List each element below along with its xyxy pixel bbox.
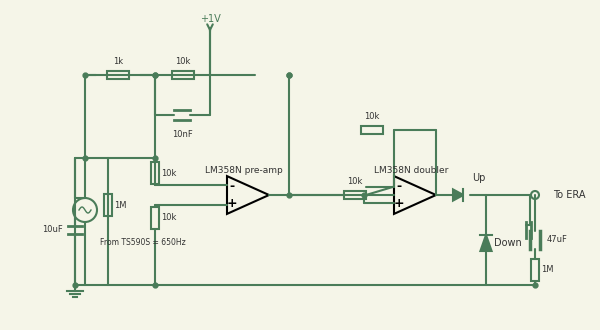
Text: 10k: 10k bbox=[161, 169, 176, 178]
Text: 10k: 10k bbox=[175, 57, 191, 66]
Text: LM358N pre-amp: LM358N pre-amp bbox=[205, 166, 283, 175]
Text: Up: Up bbox=[472, 173, 485, 183]
Text: +: + bbox=[227, 197, 238, 210]
Text: Down: Down bbox=[494, 238, 522, 248]
Bar bbox=[151, 207, 159, 229]
Bar bbox=[344, 191, 366, 199]
Bar bbox=[107, 71, 129, 79]
Text: +1V: +1V bbox=[200, 14, 220, 24]
Text: -: - bbox=[397, 180, 401, 193]
Text: +: + bbox=[394, 197, 404, 210]
Polygon shape bbox=[481, 235, 491, 251]
Bar bbox=[361, 126, 383, 134]
Bar bbox=[151, 162, 159, 184]
Polygon shape bbox=[453, 189, 463, 201]
Text: -: - bbox=[229, 180, 235, 193]
Text: 47uF: 47uF bbox=[547, 236, 568, 245]
Text: LM358N doubler: LM358N doubler bbox=[374, 166, 448, 175]
Text: From TS590S = 650Hz: From TS590S = 650Hz bbox=[100, 238, 186, 247]
Text: 10k: 10k bbox=[364, 112, 380, 121]
Bar bbox=[172, 71, 194, 79]
Text: 1k: 1k bbox=[113, 57, 123, 66]
Bar bbox=[531, 259, 539, 281]
Text: 10k: 10k bbox=[347, 177, 362, 186]
Text: 1M: 1M bbox=[541, 266, 554, 275]
Text: To ERA: To ERA bbox=[553, 190, 586, 200]
Bar bbox=[104, 194, 112, 216]
Text: 10uF: 10uF bbox=[42, 225, 63, 235]
Text: 10nF: 10nF bbox=[172, 130, 193, 139]
Text: 1M: 1M bbox=[114, 201, 127, 210]
Text: 10k: 10k bbox=[161, 214, 176, 222]
